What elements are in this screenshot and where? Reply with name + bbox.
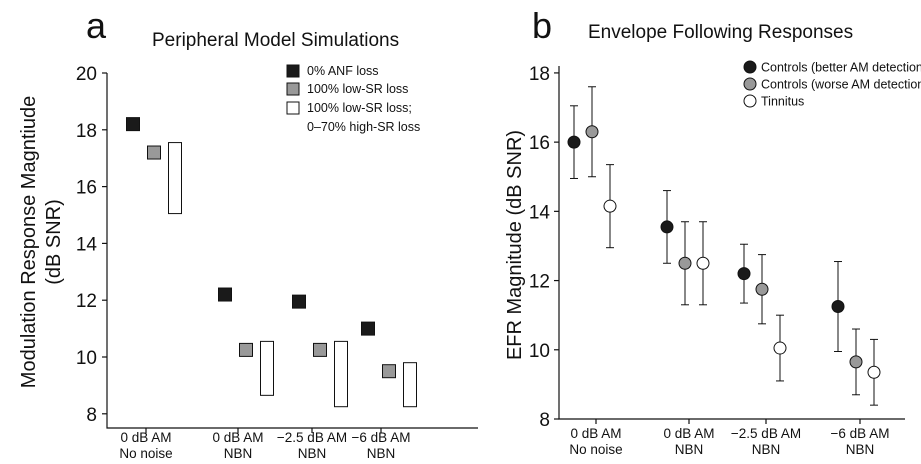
panel-b-category-label: NBN bbox=[675, 442, 704, 457]
panel-b-point-s2 bbox=[603, 199, 617, 213]
panel-a-category-label: −2.5 dB AM bbox=[277, 430, 347, 445]
panel-b-point-s1 bbox=[585, 125, 599, 139]
panel-b-letter: b bbox=[532, 5, 552, 46]
panel-b-point-s2 bbox=[773, 341, 787, 355]
panel-a-ytick-label: 20 bbox=[76, 64, 97, 85]
panel-a-marker-s1 bbox=[239, 342, 253, 357]
panel-a-ytick-label: 14 bbox=[76, 234, 98, 255]
panel-b-ytick-label: 16 bbox=[529, 133, 550, 154]
panel-a-marks bbox=[126, 117, 417, 408]
panel-a-title: Peripheral Model Simulations bbox=[152, 30, 399, 51]
panel-a-marker-s1 bbox=[147, 145, 161, 160]
panel-b-ytick-label: 12 bbox=[529, 272, 550, 293]
panel-a-legend-swatch-1 bbox=[286, 82, 300, 96]
panel-b-ylabel: EFR Magnitude (dB SNR) bbox=[504, 130, 526, 360]
panel-b-category-label: NBN bbox=[846, 442, 875, 457]
panel-b-ytick-label: 14 bbox=[529, 202, 551, 223]
panel-b-ytick-label: 18 bbox=[529, 64, 550, 85]
panel-a-legend-swatch-2 bbox=[286, 101, 300, 115]
panel-a-legend-label-2: 0–70% high-SR loss bbox=[307, 120, 420, 134]
panel-b-legend: Controls (better AM detection) Controls (… bbox=[743, 60, 921, 109]
panel-b-legend-marker-2 bbox=[743, 94, 757, 108]
panel-b-category-label: No noise bbox=[569, 442, 622, 457]
panel-a-legend-label-2: 100% low-SR loss; bbox=[307, 101, 412, 115]
panel-a-marker-s0 bbox=[361, 321, 375, 336]
panel-b-legend-label-0: Controls (better AM detection) bbox=[761, 61, 921, 75]
panel-a-legend-label-0: 0% ANF loss bbox=[307, 64, 379, 78]
panel-a-legend: 0% ANF loss 100% low-SR loss 100% low-SR l… bbox=[286, 64, 420, 134]
panel-b-point-s0 bbox=[737, 267, 751, 281]
panel-b-legend-label-1: Controls (worse AM detection) bbox=[761, 78, 921, 92]
panel-a-category-label: −6 dB AM bbox=[352, 430, 411, 445]
panel-b-point-s1 bbox=[849, 355, 863, 369]
panel-a-category-label: NBN bbox=[367, 446, 396, 461]
panel-a-category-label: 0 dB AM bbox=[212, 430, 263, 445]
panel-b-title: Envelope Following Responses bbox=[588, 22, 853, 43]
panel-b-category-label: 0 dB AM bbox=[663, 426, 714, 441]
panel-b-point-s2 bbox=[867, 365, 881, 379]
panel-a-ytick-label: 12 bbox=[76, 291, 97, 312]
panel-b-category-label: 0 dB AM bbox=[570, 426, 621, 441]
panel-b-category-label: NBN bbox=[752, 442, 781, 457]
panel-a-marker-s1 bbox=[382, 364, 396, 379]
panel-b-legend-marker-1 bbox=[743, 77, 757, 91]
panel-a-marker-s0 bbox=[292, 294, 306, 309]
panel-a-range-s2 bbox=[260, 340, 274, 396]
panel-b-ytick-label: 10 bbox=[529, 341, 550, 362]
panel-b-legend-label-2: Tinnitus bbox=[761, 95, 804, 109]
panel-b-point-s2 bbox=[696, 256, 710, 270]
panel-a-letter: a bbox=[86, 5, 107, 46]
panel-a-range-s2 bbox=[334, 340, 348, 408]
panel-b-ytick-label: 8 bbox=[539, 410, 550, 431]
panel-b: b Envelope Following Responses EFR Magni… bbox=[504, 5, 921, 457]
panel-b-category-label: −6 dB AM bbox=[831, 426, 890, 441]
panel-b-point-s0 bbox=[660, 220, 674, 234]
panel-a-marker-s0 bbox=[218, 287, 232, 302]
panel-a-ytick-label: 18 bbox=[76, 121, 97, 142]
panel-a-marker-s0 bbox=[126, 117, 140, 132]
panel-b-marks bbox=[567, 86, 881, 406]
panel-a-category-label: NBN bbox=[298, 446, 327, 461]
panel-b-point-s1 bbox=[678, 256, 692, 270]
panel-a-ylabel-line1: Modulation Response Magntiude bbox=[18, 96, 40, 388]
panel-a-category-label: NBN bbox=[224, 446, 253, 461]
panel-a-ytick-label: 10 bbox=[76, 348, 97, 369]
panel-b-point-s0 bbox=[567, 135, 581, 149]
panel-a-range-s2 bbox=[168, 142, 182, 215]
panel-b-point-s0 bbox=[831, 300, 845, 314]
panel-a-legend-label-1: 100% low-SR loss bbox=[307, 82, 408, 96]
panel-b-category-label: −2.5 dB AM bbox=[731, 426, 801, 441]
panel-a-legend-swatch-0 bbox=[286, 64, 300, 78]
panel-a: a Peripheral Model Simulations Modulatio… bbox=[18, 5, 478, 461]
panel-a-marker-s1 bbox=[313, 342, 327, 357]
panel-a-category-label: 0 dB AM bbox=[120, 430, 171, 445]
panel-a-axis-lines bbox=[106, 73, 478, 429]
panel-a-ytick-label: 16 bbox=[76, 178, 97, 199]
panel-a-ylabel-line2: (dB SNR) bbox=[43, 199, 65, 285]
panel-b-legend-marker-0 bbox=[743, 60, 757, 74]
panel-b-point-s1 bbox=[755, 282, 769, 296]
panel-a-ytick-label: 8 bbox=[86, 405, 97, 426]
panel-a-range-s2 bbox=[403, 362, 417, 408]
panel-a-category-label: No noise bbox=[119, 446, 172, 461]
